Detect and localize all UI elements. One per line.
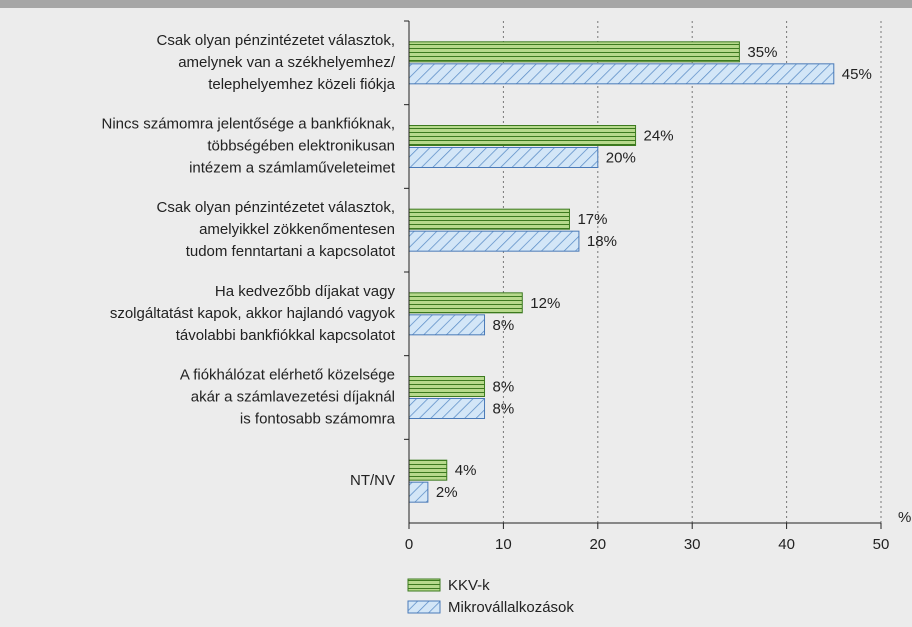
value-label: 17% <box>577 211 607 228</box>
bar <box>408 208 570 230</box>
legend-label: KKV-k <box>448 577 490 594</box>
x-tick-label: 10 <box>495 536 512 553</box>
value-label: 35% <box>747 44 777 61</box>
y-tick-label: Nincs számomra jelentősége a bankfióknak… <box>102 115 395 132</box>
bar <box>408 459 448 481</box>
value-label: 18% <box>587 233 617 250</box>
y-tick-label: többségében elektronikusan <box>207 137 395 154</box>
x-tick-label: 30 <box>684 536 701 553</box>
bar <box>408 147 599 168</box>
top-band <box>0 0 912 8</box>
value-label: 45% <box>842 66 872 83</box>
value-label: 8% <box>493 400 515 417</box>
x-tick-label: 20 <box>589 536 606 553</box>
bar <box>408 230 580 252</box>
y-tick-label: amelynek van a székhelyemhez/ <box>178 54 396 71</box>
y-tick-label: NT/NV <box>350 472 395 489</box>
legend-label: Mikrovállalkozások <box>448 599 574 616</box>
legend-swatch <box>407 600 441 614</box>
y-tick-label: szolgáltatást kapok, akkor hajlandó vagy… <box>110 305 396 322</box>
value-label: 20% <box>606 149 636 166</box>
y-tick-label: távolabbi bankfiókkal kapcsolatot <box>176 327 396 344</box>
y-tick-label: akár a számlavezetési díjaknál <box>191 388 395 405</box>
value-label: 24% <box>644 127 674 144</box>
y-tick-label: intézem a számlaműveleteimet <box>189 159 396 176</box>
value-label: 4% <box>455 462 477 479</box>
bar <box>408 376 486 397</box>
bar <box>408 41 740 63</box>
bar <box>408 125 637 146</box>
bar <box>408 292 523 314</box>
legend-swatch <box>407 578 441 592</box>
bar <box>408 314 486 336</box>
x-tick-label: 50 <box>873 536 890 553</box>
y-tick-label: A fiókhálózat elérhető közelsége <box>180 366 395 383</box>
y-tick-label: Csak olyan pénzintézetet választok, <box>157 199 395 216</box>
value-label: 2% <box>436 484 458 501</box>
x-axis-unit: % <box>898 509 911 526</box>
y-tick-label: telephelyemhez közeli fiókja <box>208 76 395 93</box>
bar <box>408 481 429 503</box>
bar <box>408 398 486 419</box>
y-tick-label: tudom fenntartani a kapcsolatot <box>186 243 396 260</box>
value-label: 8% <box>493 378 515 395</box>
value-label: 8% <box>493 317 515 334</box>
bar <box>408 63 835 85</box>
x-tick-label: 0 <box>405 536 413 553</box>
value-label: 12% <box>530 295 560 312</box>
y-tick-label: amelyikkel zökkenőmentesen <box>199 221 395 238</box>
y-tick-label: Ha kedvezőbb díjakat vagy <box>215 283 396 300</box>
x-tick-label: 40 <box>778 536 795 553</box>
y-tick-label: is fontosabb számomra <box>240 410 396 427</box>
y-tick-label: Csak olyan pénzintézetet választok, <box>157 32 395 49</box>
